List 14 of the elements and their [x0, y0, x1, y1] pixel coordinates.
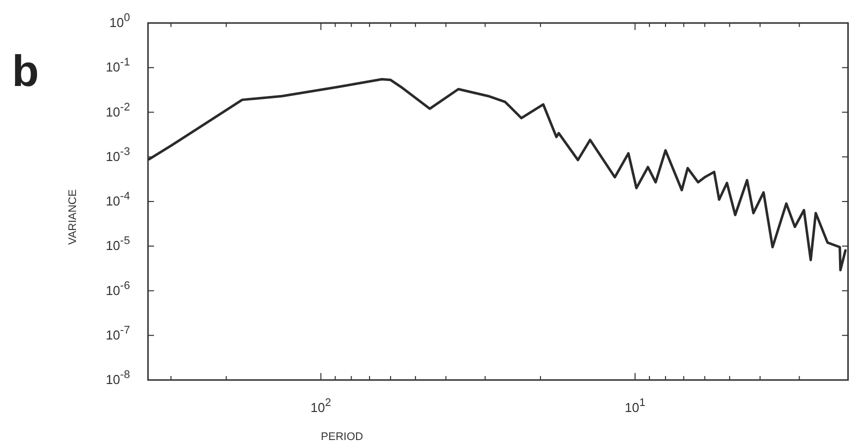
y-axis-title: VARIANCE [67, 189, 79, 245]
y-tick-label: 10$^{-2}$ [106, 101, 130, 120]
x-axis-title: PERIOD [320, 431, 364, 443]
text: b [12, 47, 39, 96]
y-tick-label: 10$^{-7}$ [106, 324, 130, 342]
y-tick-label: 10$^{-8}$ [106, 369, 130, 387]
y-tick-label: 10$^{0}$ [109, 12, 130, 30]
x-tick-label: 10$^{2}$ [310, 397, 332, 415]
y-tick-label: 10$^{-6}$ [106, 280, 130, 298]
y-tick-label: 10$^{-4}$ [106, 190, 130, 208]
y-tick-label: 10$^{-5}$ [106, 235, 130, 254]
y-tick-label: 10$^{-1}$ [106, 56, 130, 75]
x-tick-label: 10$^{1}$ [624, 397, 646, 415]
y-tick-label: 10$^{-3}$ [106, 146, 130, 164]
